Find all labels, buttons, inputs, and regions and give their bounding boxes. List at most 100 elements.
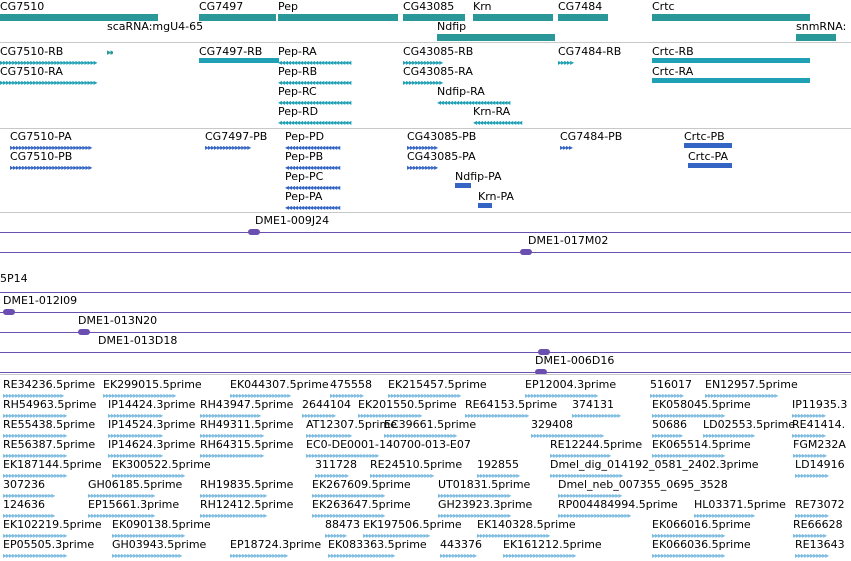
transcript-feature-krn-ra[interactable]: Krn-RA ◂◂◂◂◂◂◂◂◂◂◂◂◂◂◂◂ — [473, 105, 553, 129]
clone-feature-dme1-017m02[interactable]: DME1-017M02 — [528, 234, 648, 250]
est-feature-ek263647-5prime[interactable]: EK263647.5prime ▸▸▸▸▸▸▸▸▸▸▸▸▸▸▸▸▸▸▸▸▸▸▸▸ — [312, 498, 432, 522]
clone-feature-dme1-012i09[interactable]: DME1-012I09 — [3, 294, 123, 310]
est-feature-re55438-5prime[interactable]: RE55438.5prime ▸▸▸▸▸▸▸▸▸▸▸▸▸▸▸▸▸▸▸▸▸ — [3, 418, 104, 442]
est-feature-ek267609-5prime[interactable]: EK267609.5prime ▸▸▸▸▸▸▸▸▸▸▸▸▸▸▸▸▸▸▸▸▸▸▸▸ — [312, 478, 432, 502]
est-feature-ld02553-5prime[interactable]: LD02553.5prime ▸▸▸▸▸▸▸▸▸▸▸▸▸▸▸▸▸ — [703, 418, 795, 442]
est-feature-gh03943-5prime[interactable]: GH03943.5prime ▸▸▸▸▸▸▸▸▸▸▸▸▸▸▸▸▸▸▸▸▸▸▸ — [112, 538, 226, 561]
clone-feature-dme1-013d18[interactable]: DME1-013D18 — [98, 334, 218, 350]
est-feature-rh43947-5prime[interactable]: RH43947.5prime ▸▸▸▸▸▸▸▸▸▸▸▸▸▸▸▸▸▸▸▸ — [200, 398, 298, 422]
transcript-feature-ndfip-ra[interactable]: Ndfip-RA ◂◂◂◂◂◂◂◂◂◂◂◂◂◂◂◂◂◂◂◂◂◂◂◂ — [437, 85, 555, 109]
est-feature-ep05505-3prime[interactable]: EP05505.3prime ▸▸▸▸▸▸▸▸▸▸▸▸▸▸▸▸▸▸▸▸▸ — [3, 538, 108, 561]
est-feature-ep18724-3prime[interactable]: EP18724.3prime ▸▸▸▸▸▸▸▸▸▸▸▸▸▸▸▸▸▸▸ — [230, 538, 324, 561]
est-feature-ld14916[interactable]: LD14916 ▸▸▸▸▸▸▸▸▸▸▸ — [795, 458, 847, 482]
est-feature-dmel-neb-007355-0695-3528[interactable]: Dmel_neb_007355_0695_3528 ▸▸▸▸▸▸▸▸▸▸▸▸▸▸▸… — [558, 478, 728, 502]
est-feature-475558[interactable]: 475558 ▸▸▸▸▸▸▸▸▸▸▸ — [330, 378, 384, 402]
est-feature-ek066016-5prime[interactable]: EK066016.5prime ▸▸▸▸▸▸▸▸▸▸▸▸▸▸▸▸▸▸▸▸▸▸▸▸ — [652, 518, 772, 542]
est-feature-ek083363-5prime[interactable]: EK083363.5prime ▸▸▸▸▸▸▸▸▸▸▸▸▸▸▸▸▸▸▸▸▸▸ — [328, 538, 436, 561]
est-feature-ep12004-3prime[interactable]: EP12004.3prime ▸▸▸▸▸▸▸▸▸▸▸▸▸▸▸▸▸▸▸▸▸▸▸▸ — [525, 378, 645, 402]
est-feature-re24510-5prime[interactable]: RE24510.5prime ▸▸▸▸▸▸▸▸▸▸▸▸▸▸▸▸▸▸▸▸▸ — [370, 458, 473, 482]
est-feature-ek090138-5prime[interactable]: EK090138.5prime ▸▸▸▸▸▸▸▸▸▸▸▸▸▸▸▸▸▸▸▸▸▸▸▸ — [112, 518, 232, 542]
clone-feature-dme1-009j24[interactable]: DME1-009J24 — [255, 214, 375, 230]
gene-feature-crtc[interactable]: Crtc — [652, 0, 810, 24]
transcript-feature-cg43085-ra[interactable]: CG43085-RA ▸▸▸▸▸▸▸▸▸▸▸▸▸ — [403, 65, 473, 89]
est-feature-192855[interactable]: 192855 ▸▸▸▸▸▸▸▸▸▸▸▸▸▸ — [477, 458, 546, 482]
est-feature-329408[interactable]: 329408 ▸▸▸▸▸▸▸▸▸▸▸▸▸▸▸▸▸▸▸▸▸▸▸▸ — [531, 418, 648, 442]
protein-feature-cg7510-pb[interactable]: CG7510-PB ▸▸▸▸▸▸▸▸▸▸▸▸▸▸▸▸▸▸▸▸▸▸▸▸▸▸▸ — [10, 150, 145, 174]
est-feature-re12244-5prime[interactable]: RE12244.5prime ▸▸▸▸▸▸▸▸▸▸▸▸▸▸▸▸▸▸▸▸ — [550, 438, 648, 462]
clone-feature-dme1-013n20[interactable]: DME1-013N20 — [78, 314, 198, 330]
protein-feature-cg7497-pb[interactable]: CG7497-PB ▸▸▸▸▸▸▸▸▸▸▸▸▸▸▸ — [205, 130, 277, 154]
transcript-feature-cg7484-rb[interactable]: CG7484-RB ▸▸▸▸▸ — [558, 45, 621, 69]
est-feature-gh23923-3prime[interactable]: GH23923.3prime ▸▸▸▸▸▸▸▸▸▸▸▸▸▸▸▸▸▸▸▸▸▸▸▸ — [438, 498, 554, 522]
est-feature-ek058045-5prime[interactable]: EK058045.5prime ▸▸▸▸▸▸▸▸▸▸▸▸▸▸▸▸▸▸▸▸▸▸▸▸ — [652, 398, 772, 422]
est-feature-374131[interactable]: 374131 ▸▸▸▸▸▸▸▸▸▸▸▸▸▸▸▸ — [572, 398, 648, 422]
protein-feature-cg43085-pa[interactable]: CG43085-PA ▸▸▸▸▸▸▸▸▸▸ — [407, 150, 476, 174]
protein-feature-crtc-pb[interactable]: Crtc-PB — [684, 130, 732, 154]
protein-feature-pep-pd[interactable]: Pep-PD ◂◂◂◂◂◂◂◂◂◂◂◂◂◂◂◂◂◂ — [285, 130, 375, 154]
est-feature-ek201550-5prime[interactable]: EK201550.5prime ▸▸▸▸▸▸▸▸▸▸▸▸▸▸▸▸▸▸▸▸▸ — [358, 398, 461, 422]
est-feature-ec0-de0001-140700-013-e07[interactable]: EC0-DE0001-140700-013-E07 ▸▸▸▸▸▸▸▸▸▸▸▸▸▸▸… — [306, 438, 471, 462]
clone-feature-dme1-006d16[interactable]: DME1-006D16 — [535, 354, 655, 370]
est-feature-ut01831-5prime[interactable]: UT01831.5prime ▸▸▸▸▸▸▸▸▸▸▸▸▸▸▸▸▸▸▸▸▸▸▸▸ — [438, 478, 554, 502]
protein-feature-pep-pc[interactable]: Pep-PC ◂◂◂◂◂◂◂◂◂◂◂◂◂◂◂◂◂◂ — [285, 170, 375, 194]
est-feature-at12307-5prime[interactable]: AT12307.5prime ▸▸▸▸▸▸▸▸▸▸▸▸▸▸▸ — [306, 418, 397, 442]
protein-feature-ndfip-pa[interactable]: Ndfip-PA — [455, 170, 502, 194]
est-feature-en12957-5prime[interactable]: EN12957.5prime ▸▸▸▸▸▸▸▸▸▸▸▸▸▸▸▸▸▸▸▸▸▸▸▸ — [705, 378, 825, 402]
gene-feature-ndfip[interactable]: Ndfip — [437, 20, 555, 44]
protein-feature-krn-pa[interactable]: Krn-PA — [478, 190, 514, 214]
est-feature-ep15661-3prime[interactable]: EP15661.3prime ▸▸▸▸▸▸▸▸▸▸▸▸▸▸▸▸▸▸▸▸▸▸ — [88, 498, 196, 522]
est-feature-rh19835-5prime[interactable]: RH19835.5prime ▸▸▸▸▸▸▸▸▸▸▸▸▸▸▸▸▸▸▸▸▸▸ — [200, 478, 308, 502]
est-feature-ek066036-5prime[interactable]: EK066036.5prime ▸▸▸▸▸▸▸▸▸▸▸▸▸▸▸▸▸▸▸▸▸▸▸▸ — [652, 538, 772, 561]
protein-feature-pep-pb[interactable]: Pep-PB ◂◂◂◂◂◂◂◂◂◂◂◂◂◂◂◂◂◂ — [285, 150, 375, 174]
est-feature-ek187144-5prime[interactable]: EK187144.5prime ▸▸▸▸▸▸▸▸▸▸▸▸▸▸▸▸▸▸▸▸▸ — [3, 458, 108, 482]
est-feature-re13643[interactable]: RE13643 ▸▸▸▸▸▸▸▸▸▸▸ — [795, 538, 847, 561]
gene-feature-cg43085[interactable]: CG43085 — [403, 0, 465, 24]
est-feature-ek215457-5prime[interactable]: EK215457.5prime ▸▸▸▸▸▸▸▸▸▸▸▸▸▸▸▸▸▸▸▸▸▸▸▸ — [388, 378, 508, 402]
gene-feature-krn[interactable]: Krn — [473, 0, 553, 24]
est-feature-ec39661-5prime[interactable]: EC39661.5prime ▸▸▸▸▸▸▸▸▸▸▸▸▸▸▸▸▸▸▸▸▸▸▸▸ — [384, 418, 504, 442]
est-feature-re73072[interactable]: RE73072 ▸▸▸▸▸▸▸▸▸▸▸ — [795, 498, 847, 522]
est-feature-ek197506-5prime[interactable]: EK197506.5prime ▸▸▸▸▸▸▸▸▸▸▸▸▸▸▸▸▸▸▸▸▸▸ — [363, 518, 473, 542]
protein-feature-crtc-pa[interactable]: Crtc-PA — [688, 150, 732, 174]
est-feature-ip14524-3prime[interactable]: IP14524.3prime ▸▸▸▸▸▸▸▸▸▸▸▸▸▸▸▸▸▸ — [108, 418, 196, 442]
transcript-feature-cg7497-rb[interactable]: CG7497-RB — [199, 45, 279, 69]
est-feature-311728[interactable]: 311728 ▸▸▸▸▸▸▸▸▸▸▸ — [315, 458, 366, 482]
est-feature-ek065514-5prime[interactable]: EK065514.5prime ▸▸▸▸▸▸▸▸▸▸▸▸▸▸▸▸▸▸▸▸▸▸▸▸ — [652, 438, 772, 462]
est-feature-fgm232a[interactable]: FGM232A ▸▸▸▸▸▸▸▸▸▸▸ — [793, 438, 847, 462]
est-feature-rp004484994-5prime[interactable]: RP004484994.5prime ▸▸▸▸▸▸▸▸▸▸▸▸▸▸▸▸▸▸▸▸▸▸… — [558, 498, 678, 522]
gene-feature-snmrna[interactable]: snmRNA: — [796, 20, 846, 44]
est-feature-ek300522-5prime[interactable]: EK300522.5prime ▸▸▸▸▸▸▸▸▸▸▸▸▸▸▸▸▸▸▸▸▸▸▸▸ — [112, 458, 232, 482]
est-feature-hl03371-5prime[interactable]: HL03371.5prime ▸▸▸▸▸▸▸▸▸▸▸▸▸▸▸▸▸▸▸▸ — [694, 498, 791, 522]
est-feature-rh12412-5prime[interactable]: RH12412.5prime ▸▸▸▸▸▸▸▸▸▸▸▸▸▸▸▸▸▸▸▸▸▸ — [200, 498, 308, 522]
est-feature-dmel-dig-014192-0581-2402-3prime[interactable]: Dmel_dig_014192_0581_2402.3prime ▸▸▸▸▸▸▸▸… — [550, 458, 759, 482]
est-feature-ek044307-5prime[interactable]: EK044307.5prime ▸▸▸▸▸▸▸▸▸▸▸▸▸▸▸▸▸▸▸▸ — [230, 378, 329, 402]
clone-feature-5p14[interactable]: 5P14 — [0, 272, 120, 288]
est-feature-ek299015-5prime[interactable]: EK299015.5prime ▸▸▸▸▸▸▸▸▸▸▸▸▸▸▸▸▸▸▸▸▸▸▸▸ — [103, 378, 223, 402]
est-feature-50686[interactable]: 50686 ▸▸▸▸▸▸▸▸▸▸ — [652, 418, 699, 442]
est-feature-re66628[interactable]: RE66628 ▸▸▸▸▸▸▸▸▸▸▸ — [793, 518, 847, 542]
est-feature-88473[interactable]: 88473 ▸▸▸▸▸▸▸ — [325, 518, 360, 542]
est-feature-rh54963-5prime[interactable]: RH54963.5prime ▸▸▸▸▸▸▸▸▸▸▸▸▸▸▸▸▸▸▸▸▸ — [3, 398, 104, 422]
est-feature-gh06185-5prime[interactable]: GH06185.5prime ▸▸▸▸▸▸▸▸▸▸▸▸▸▸▸▸▸▸▸▸▸▸ — [88, 478, 196, 502]
transcript-feature-pep-rd[interactable]: Pep-RD ◂◂◂◂◂◂◂◂◂◂◂◂◂◂◂◂◂◂◂◂◂◂◂◂ — [278, 105, 398, 129]
est-feature-ip14624-3prime[interactable]: IP14624.3prime ▸▸▸▸▸▸▸▸▸▸▸▸▸▸▸▸▸▸ — [108, 438, 196, 462]
protein-feature-cg7484-pb[interactable]: CG7484-PB ▸▸▸▸ — [560, 130, 622, 154]
est-feature-rh49311-5prime[interactable]: RH49311.5prime ▸▸▸▸▸▸▸▸▸▸▸▸▸▸▸▸▸▸▸▸▸ — [200, 418, 302, 442]
est-feature-ek140328-5prime[interactable]: EK140328.5prime ▸▸▸▸▸▸▸▸▸▸▸▸▸▸▸▸▸▸▸▸▸▸▸▸ — [477, 518, 597, 542]
transcript-feature-pep-rc[interactable]: Pep-RC ◂◂◂◂◂◂◂◂◂◂◂◂◂◂◂◂◂◂◂◂◂◂◂◂ — [278, 85, 398, 109]
protein-feature-pep-pa[interactable]: Pep-PA ◂◂◂◂◂◂◂◂◂◂◂◂◂◂◂◂◂◂ — [285, 190, 375, 214]
est-feature-ek102219-5prime[interactable]: EK102219.5prime ▸▸▸▸▸▸▸▸▸▸▸▸▸▸▸▸▸▸▸▸▸ — [3, 518, 108, 542]
est-feature-re41414[interactable]: RE41414. ▸▸▸▸▸▸▸▸▸▸▸ — [792, 418, 847, 442]
est-feature-443376[interactable]: 443376 ▸▸▸▸▸▸▸▸▸▸▸▸ — [440, 538, 499, 561]
est-feature-516017[interactable]: 516017 ▸▸▸▸▸▸▸▸▸▸▸ — [650, 378, 701, 402]
est-feature-rh64315-5prime[interactable]: RH64315.5prime ▸▸▸▸▸▸▸▸▸▸▸▸▸▸▸▸▸▸▸▸▸ — [200, 438, 302, 462]
protein-feature-cg7510-pa[interactable]: CG7510-PA ▸▸▸▸▸▸▸▸▸▸▸▸▸▸▸▸▸▸▸▸▸▸▸▸▸▸▸ — [10, 130, 145, 154]
est-feature-307236[interactable]: 307236 ▸▸▸▸▸▸▸▸▸▸▸▸▸▸▸▸▸ — [3, 478, 84, 502]
transcript-feature-cg7510-rb[interactable]: CG7510-RB ▸▸▸▸▸▸▸▸▸▸▸▸▸▸▸▸▸▸▸▸▸▸▸▸▸▸▸▸▸▸▸… — [0, 45, 158, 69]
est-feature-re34236-5prime[interactable]: RE34236.5prime ▸▸▸▸▸▸▸▸▸▸▸▸▸▸▸▸▸▸▸▸ — [3, 378, 99, 402]
transcript-feature-cg7510-ra[interactable]: CG7510-RA ▸▸▸▸▸▸▸▸▸▸▸▸▸▸▸▸▸▸▸▸▸▸▸▸▸▸▸▸▸▸▸… — [0, 65, 158, 89]
protein-feature-cg43085-pb[interactable]: CG43085-PB ▸▸▸▸▸▸▸▸▸▸ — [407, 130, 476, 154]
est-feature-ek161212-5prime[interactable]: EK161212.5prime ▸▸▸▸▸▸▸▸▸▸▸▸▸▸▸▸▸▸▸▸▸▸▸▸ — [503, 538, 623, 561]
est-feature-2644104[interactable]: 2644104 ▸▸▸▸▸▸▸▸▸▸▸ — [302, 398, 354, 422]
transcript-feature-pep-rb[interactable]: Pep-RB ◂◂◂◂◂◂◂◂◂◂◂◂◂◂◂◂◂◂◂◂◂◂◂◂ — [278, 65, 398, 89]
